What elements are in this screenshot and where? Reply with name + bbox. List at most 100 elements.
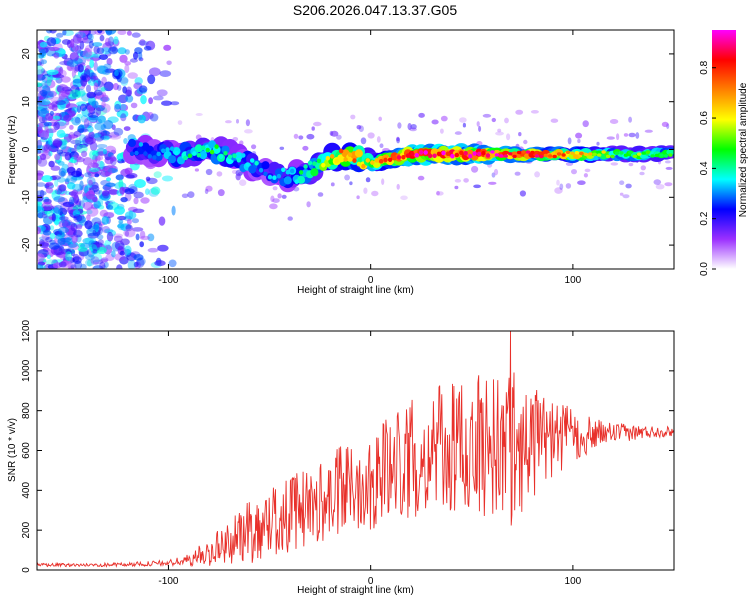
ridge-blob — [248, 165, 257, 174]
noise-blob — [105, 182, 116, 187]
ridge-blob — [343, 157, 348, 162]
noise-blob — [76, 104, 82, 113]
noise-blob — [105, 145, 117, 156]
ridge-blob — [298, 170, 304, 175]
ridge-blob — [570, 151, 575, 155]
ridge-blob — [463, 150, 468, 156]
noise-blob — [133, 191, 144, 199]
ridge-blob — [221, 145, 230, 154]
ridge-blob — [668, 153, 673, 157]
noise-blob — [102, 190, 110, 199]
ridge-blob — [212, 145, 221, 154]
noise-blob — [371, 190, 379, 197]
noise-blob — [56, 149, 64, 155]
noise-blob — [85, 190, 96, 200]
noise-blob — [43, 144, 49, 152]
noise-blob — [37, 69, 44, 79]
noise-blob — [79, 134, 87, 143]
ridge-blob — [223, 151, 228, 156]
noise-blob — [661, 121, 669, 127]
heatmap-x-tick-label: -100 — [158, 275, 178, 286]
noise-blob — [111, 250, 116, 258]
ridge-blob — [143, 151, 148, 156]
noise-blob — [235, 173, 241, 181]
noise-blob — [306, 201, 311, 208]
ridge-blob — [334, 158, 339, 164]
noise-blob — [72, 235, 78, 245]
ridge-blob — [392, 155, 397, 161]
noise-blob — [497, 128, 502, 133]
noise-blob — [133, 253, 144, 261]
ridge-blob — [565, 150, 571, 154]
noise-blob — [396, 136, 400, 142]
noise-blob — [54, 179, 59, 187]
ridge-blob — [579, 151, 584, 156]
ridge-blob — [623, 153, 629, 157]
noise-blob — [37, 155, 41, 160]
noise-blob — [49, 110, 55, 116]
noise-blob — [80, 103, 87, 112]
noise-blob — [86, 209, 93, 215]
noise-blob — [77, 247, 88, 252]
noise-blob — [70, 249, 76, 257]
ridge-blob — [374, 158, 379, 163]
snr-y-tick-label: 200 — [21, 521, 32, 538]
colorbar-axes: 0.0 0.2 0.4 0.6 0.8 — [699, 60, 716, 276]
noise-blob — [356, 125, 362, 130]
noise-blob — [67, 166, 76, 176]
ridge-blob — [161, 148, 166, 154]
ridge-blob — [405, 153, 411, 158]
noise-blob — [269, 203, 278, 210]
noise-blob — [120, 113, 127, 122]
noise-blob — [83, 201, 94, 211]
noise-blob — [550, 118, 559, 123]
noise-blob — [114, 100, 122, 110]
ridge-blob — [330, 154, 335, 159]
ridge-blob — [241, 153, 246, 158]
noise-blob — [40, 153, 47, 161]
colorbar-tick-label: 0.4 — [699, 161, 710, 175]
noise-blob — [272, 186, 278, 191]
noise-blob — [99, 258, 108, 263]
noise-blob — [397, 122, 402, 129]
noise-blob — [139, 235, 150, 241]
ridge-blob — [356, 161, 362, 167]
noise-blob — [131, 218, 139, 224]
noise-blob — [41, 175, 53, 183]
noise-blob — [41, 201, 53, 211]
noise-blob — [95, 107, 102, 116]
ridge-blob — [310, 168, 319, 177]
noise-blob — [53, 196, 65, 203]
noise-blob — [113, 36, 119, 45]
noise-blob — [67, 182, 76, 190]
noise-blob — [56, 84, 69, 93]
ridge-blob — [666, 149, 674, 156]
snr-y-tick-label: 1000 — [21, 359, 32, 382]
noise-blob — [88, 40, 94, 49]
noise-blob — [64, 178, 71, 183]
noise-blob — [177, 120, 183, 125]
ridge-blob — [485, 153, 491, 158]
ridge-blob — [234, 152, 243, 161]
noise-blob — [37, 74, 46, 81]
noise-blob — [71, 189, 79, 200]
noise-blob — [90, 252, 103, 263]
noise-blob — [407, 123, 412, 130]
ridge-blob — [165, 147, 170, 152]
noise-blob — [103, 120, 114, 130]
noise-blob — [73, 229, 83, 238]
ridge-blob — [245, 162, 250, 167]
ridge-blob — [297, 175, 306, 184]
ridge-blob — [525, 150, 531, 154]
noise-blob — [51, 213, 56, 222]
noise-blob — [124, 49, 130, 55]
noise-blob — [101, 47, 111, 55]
heatmap-x-tick-label: 100 — [565, 275, 582, 286]
noise-blob — [55, 234, 62, 240]
noise-blob — [625, 183, 632, 189]
noise-blob — [132, 208, 145, 213]
ridge-blob — [227, 154, 233, 160]
noise-blob — [73, 214, 83, 223]
noise-blob — [92, 133, 103, 141]
noise-blob — [410, 124, 417, 130]
